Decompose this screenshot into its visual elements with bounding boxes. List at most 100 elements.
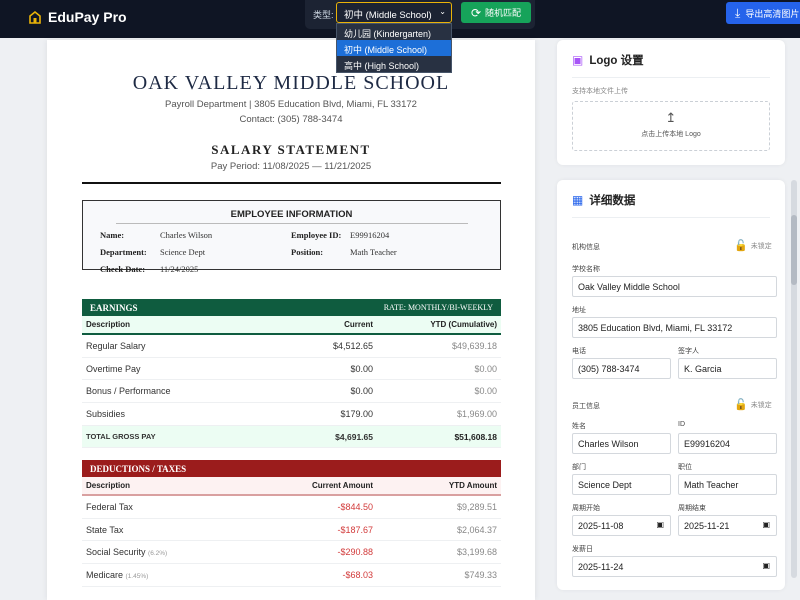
period-start-label: 周期开始 (572, 505, 600, 512)
divider (115, 223, 468, 224)
logo-upload-area[interactable]: ↥ 点击上传本地 Logo (572, 101, 770, 151)
row-current: -$68.03 (342, 569, 373, 580)
id-input[interactable]: E99916204 (678, 433, 777, 454)
position-label: Position: (291, 247, 324, 257)
dept-value: Science Dept (160, 247, 206, 257)
earnings-header: EARNINGS RATE: MONTHLY/BI-WEEKLY (82, 299, 501, 316)
phone-label: 电话 (572, 348, 586, 355)
upload-label: 点击上传本地 Logo (641, 131, 701, 138)
total-label: TOTAL GROSS PAY (86, 432, 156, 442)
employee-section-label: 员工信息 (572, 403, 600, 410)
org-lock-toggle[interactable]: 🔓 未锁定 (734, 239, 772, 252)
row-description: Bonus / Performance (86, 386, 171, 397)
salary-statement: OAK VALLEY MIDDLE SCHOOL Payroll Departm… (47, 40, 535, 600)
pay-period: Pay Period: 11/08/2025 — 11/21/2025 (210, 161, 372, 172)
pay-date-label: 发薪日 (572, 546, 593, 553)
row-current: $179.00 (340, 408, 373, 419)
chevron-down-icon: ⌄ (439, 7, 446, 16)
employee-info: EMPLOYEE INFORMATION Name: Charles Wilso… (82, 200, 501, 274)
dept-input[interactable]: Science Dept (572, 474, 671, 495)
type-select[interactable]: 初中 (Middle School) ⌄ (336, 2, 452, 23)
school-name-label: 学校名称 (572, 266, 600, 273)
unlock-icon: 🔓 (734, 399, 748, 411)
logo-hint: 支持本地文件上传 (572, 88, 628, 95)
calendar-icon[interactable]: ▣ (762, 561, 770, 570)
image-icon: ▣ (572, 53, 584, 67)
row-ytd: $1,969.00 (456, 408, 497, 419)
signer-input[interactable]: K. Garcia (678, 358, 777, 379)
divider (572, 77, 770, 78)
signer-label: 签字人 (678, 348, 699, 355)
pay-date-value: 2025-11-24 (578, 562, 624, 572)
col-description: Description (86, 481, 131, 490)
refresh-icon: ⟳ (470, 5, 482, 20)
row-current: $0.00 (350, 386, 373, 397)
position-label: 职位 (678, 464, 692, 471)
calendar-icon[interactable]: ▣ (762, 520, 770, 529)
row-rate: (6.2%) (148, 550, 168, 558)
lock-status: 未锁定 (750, 242, 772, 250)
earnings-row: Regular Salary $4,512.65 $49,639.18 (82, 335, 501, 358)
row-description: Federal Tax (86, 501, 133, 512)
option-kindergarten[interactable]: 幼儿园 (Kindergarten) (344, 29, 432, 39)
address-line: Payroll Department | 3805 Education Blvd… (165, 99, 417, 110)
earnings-row: Overtime Pay $0.00 $0.00 (82, 358, 501, 381)
row-ytd: $0.00 (474, 386, 497, 397)
name-value: Charles Wilson (160, 230, 213, 240)
earnings-title: EARNINGS (90, 303, 138, 313)
col-current-amount: Current Amount (311, 481, 373, 490)
row-current: -$187.67 (337, 524, 373, 535)
details-card: ▦ 详细数据 机构信息 🔓 未锁定 学校名称 Oak Valley Middle S… (557, 180, 785, 590)
dept-label: 部门 (572, 464, 586, 471)
row-ytd: $9,289.51 (456, 501, 497, 512)
logo-settings-card: ▣ Logo 设置 支持本地文件上传 ↥ 点击上传本地 Logo (557, 40, 785, 165)
random-match-button[interactable]: ⟳ 随机匹配 (461, 2, 531, 23)
period-end-input[interactable]: 2025-11-21 ▣ (678, 515, 777, 536)
deductions-header: DEDUCTIONS / TAXES (82, 460, 501, 477)
row-ytd: $3,199.68 (456, 547, 497, 558)
scrollbar[interactable] (791, 180, 797, 578)
org-section-label: 机构信息 (572, 244, 600, 251)
deductions-section: DEDUCTIONS / TAXES Description Current Am… (82, 460, 501, 587)
deduction-row: State Tax -$187.67 $2,064.37 (82, 519, 501, 542)
type-controls: 类型: 初中 (Middle School) ⌄ ⟳ 随机匹配 (305, 0, 535, 29)
employee-lock-toggle[interactable]: 🔓 未锁定 (734, 398, 772, 411)
option-high-school[interactable]: 高中 (High School) (344, 61, 420, 71)
export-button[interactable]: ⤓ 导出高清图片 (726, 2, 800, 24)
phone-input[interactable]: (305) 788-3474 (572, 358, 671, 379)
earnings-columns: Description Current YTD (Cumulative) (82, 316, 501, 335)
row-description: Social Security (86, 547, 146, 558)
download-icon: ⤓ (735, 5, 741, 20)
divider (572, 217, 770, 218)
pay-date-input[interactable]: 2025-11-24 ▣ (572, 556, 777, 577)
period-end-label: 周期结束 (678, 505, 706, 512)
logo-title: Logo 设置 (589, 55, 644, 67)
scrollbar-thumb[interactable] (791, 215, 797, 285)
statement-title: SALARY STATEMENT (211, 142, 371, 157)
deductions-columns: Description Current Amount YTD Amount (82, 477, 501, 496)
col-current: Current (344, 320, 373, 329)
school-name-input[interactable]: Oak Valley Middle School (572, 276, 777, 297)
position-input[interactable]: Math Teacher (678, 474, 777, 495)
random-match-label: 随机匹配 (485, 8, 522, 18)
row-ytd: $2,064.37 (456, 524, 497, 535)
name-input[interactable]: Charles Wilson (572, 433, 671, 454)
address-input[interactable]: 3805 Education Blvd, Miami, FL 33172 (572, 317, 777, 338)
employee-info-heading: EMPLOYEE INFORMATION (230, 209, 353, 220)
col-description: Description (86, 320, 131, 329)
deduction-row: Federal Tax -$844.50 $9,289.51 (82, 496, 501, 519)
option-middle-school[interactable]: 初中 (Middle School) (337, 40, 451, 56)
row-current: -$844.50 (337, 501, 373, 512)
contact-line: Contact: (305) 788-3474 (239, 114, 343, 125)
period-start-input[interactable]: 2025-11-08 ▣ (572, 515, 671, 536)
calendar-icon[interactable]: ▣ (656, 520, 664, 529)
earnings-rate: RATE: MONTHLY/BI-WEEKLY (383, 303, 493, 312)
row-current: $0.00 (350, 363, 373, 374)
employee-id-label: Employee ID: (291, 230, 342, 240)
employee-id-value: E99916204 (350, 230, 390, 240)
period-start-value: 2025-11-08 (578, 521, 624, 531)
check-date-value: 11/24/2025 (160, 264, 199, 274)
row-ytd: $49,639.18 (451, 340, 497, 351)
row-rate: (1.45%) (125, 572, 149, 580)
school-icon (29, 10, 41, 24)
